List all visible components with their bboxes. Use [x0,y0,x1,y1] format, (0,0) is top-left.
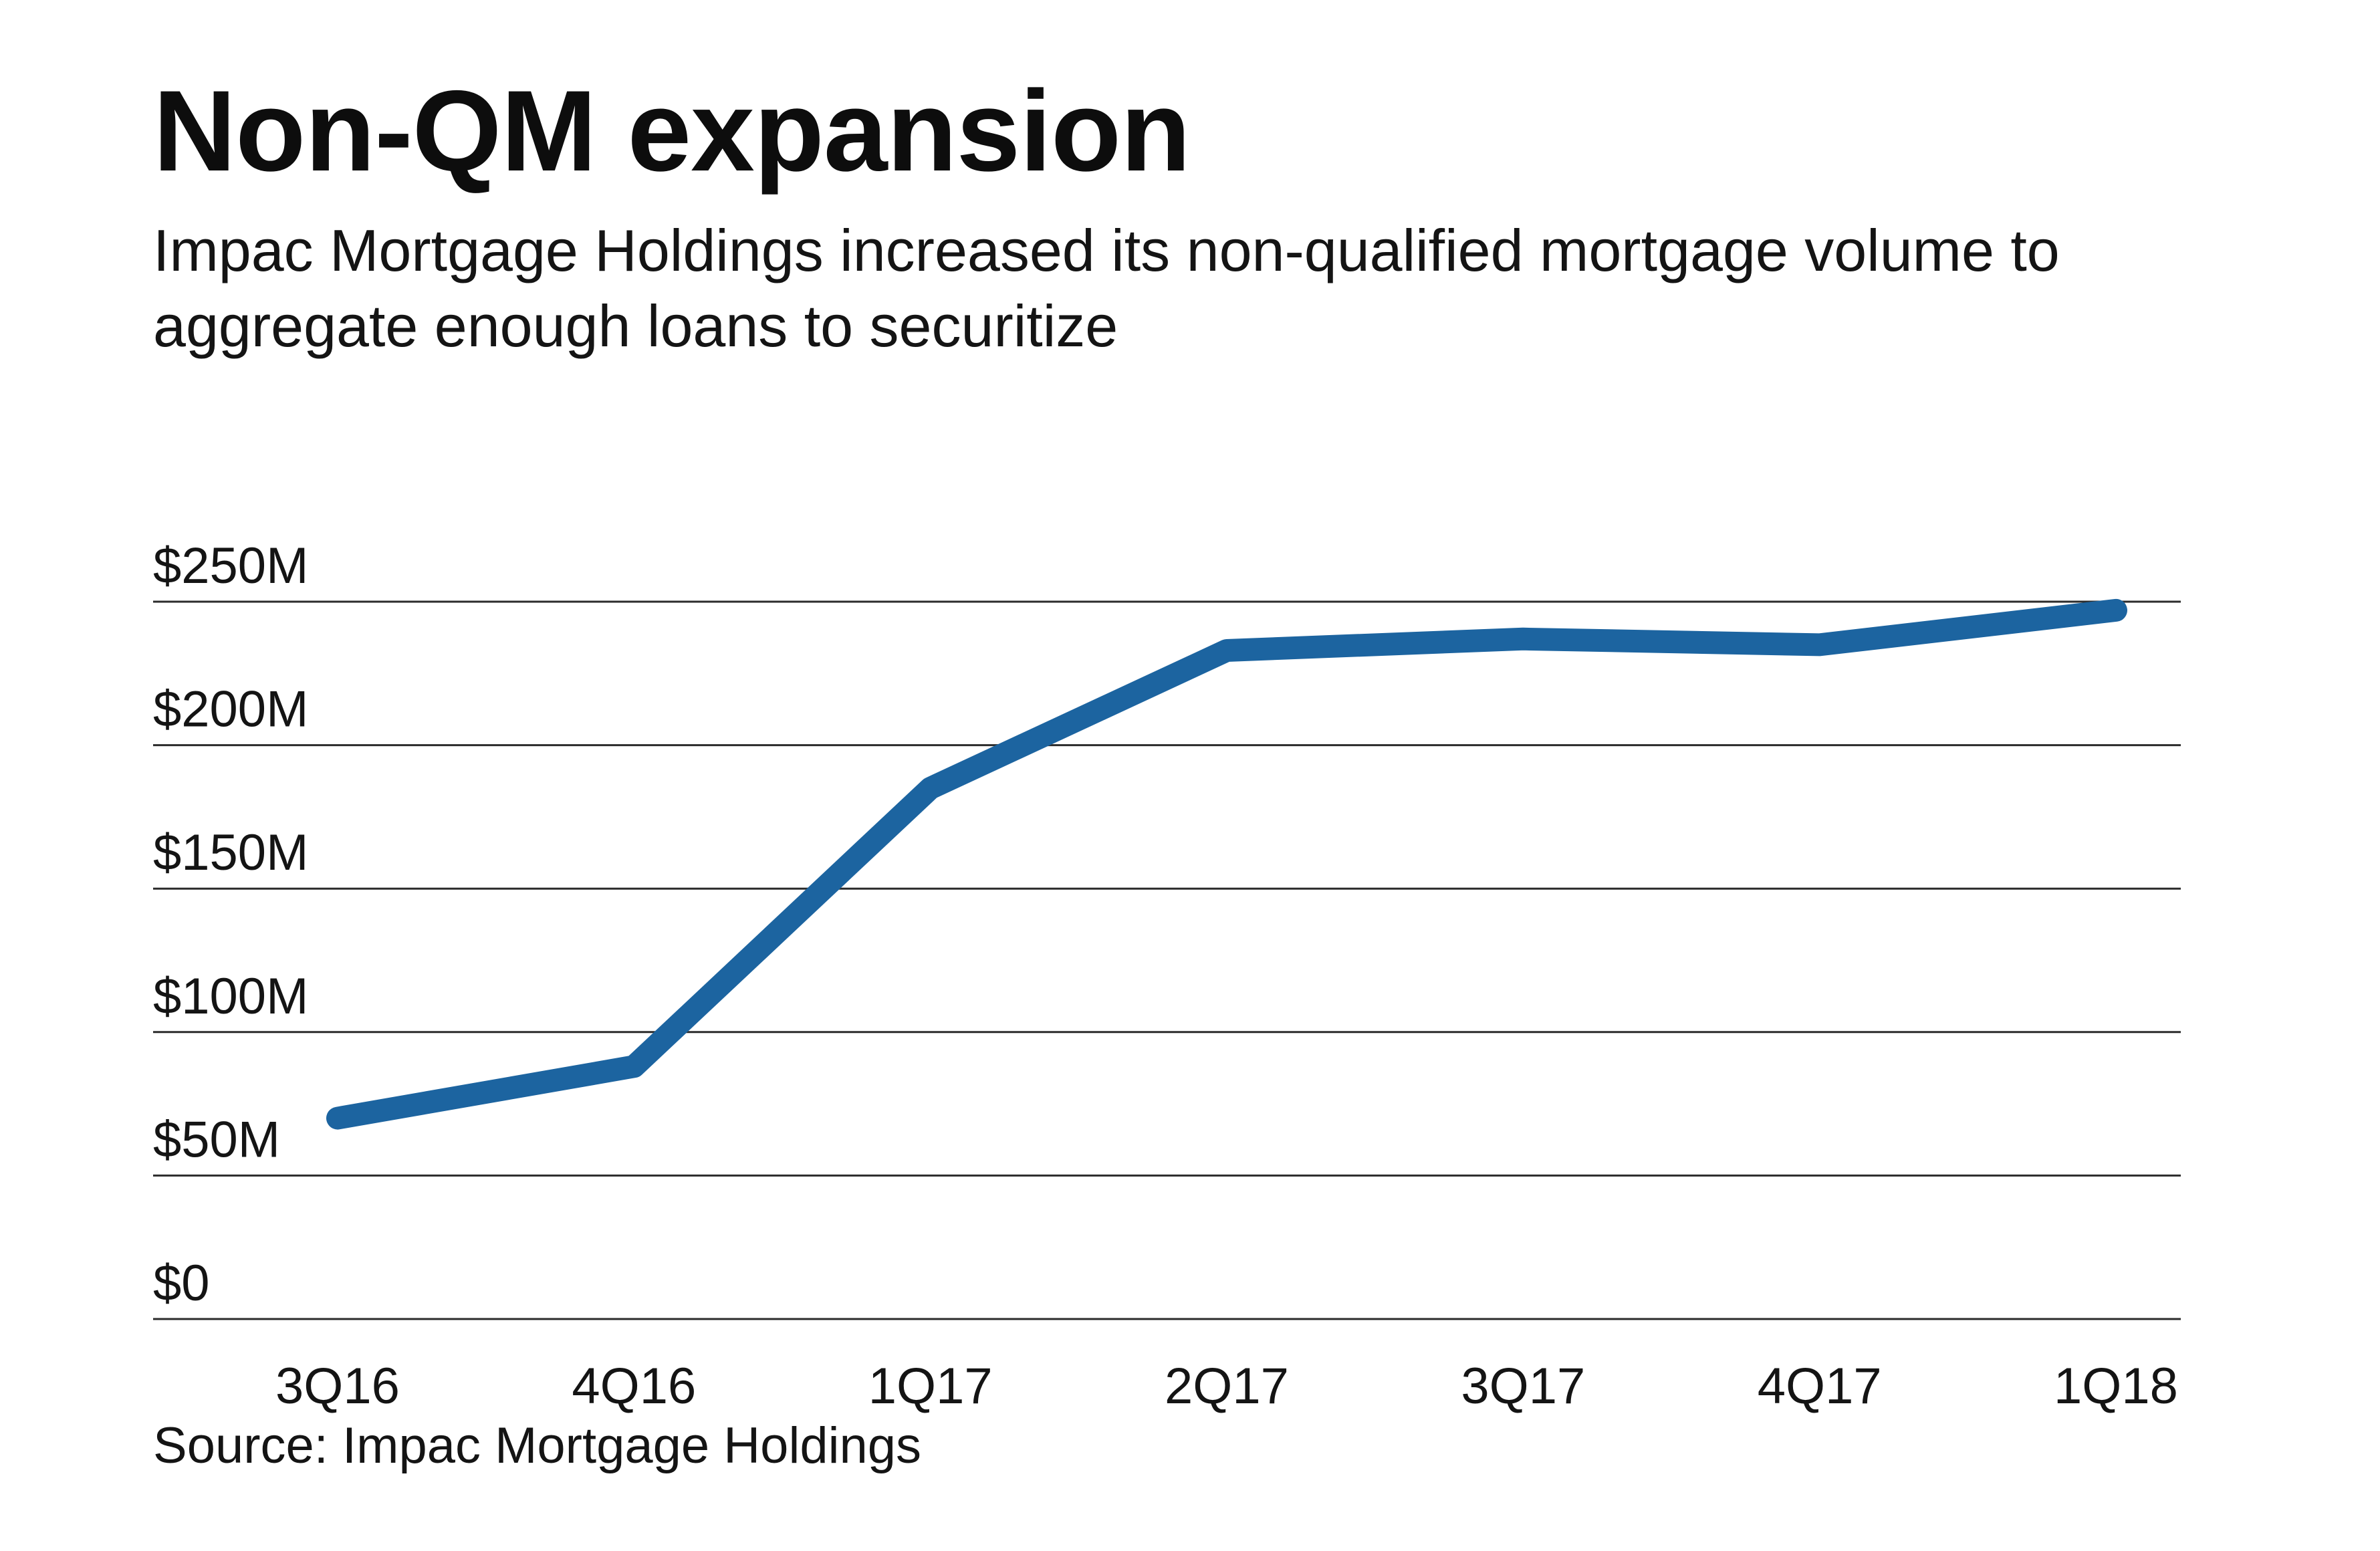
x-tick-label: 3Q16 [275,1358,400,1415]
x-tick-label: 2Q17 [1165,1358,1289,1415]
y-tick-label: $250M [153,538,308,594]
y-axis-labels: $0 $50M $100M $150M $200M $250M [153,538,308,1312]
chart-title: Non-QM expansion [153,67,1191,195]
y-tick-label: $0 [153,1255,210,1312]
x-axis-labels: 3Q16 4Q16 1Q17 2Q17 3Q17 4Q17 1Q18 [275,1358,2178,1415]
y-tick-label: $150M [153,824,308,881]
chart-subtitle: Impac Mortgage Holdings increased its no… [153,217,2060,359]
series-group [326,598,2127,1130]
x-tick-label: 4Q16 [572,1358,696,1415]
y-tick-label: $50M [153,1111,280,1168]
y-tick-label: $200M [153,681,308,738]
gridlines [153,600,2181,1320]
series-line [326,598,2127,1130]
x-tick-label: 1Q18 [2054,1358,2178,1415]
x-tick-label: 4Q17 [1758,1358,1882,1415]
x-tick-label: 1Q17 [868,1358,993,1415]
x-tick-label: 3Q17 [1461,1358,1585,1415]
y-tick-label: $100M [153,968,308,1025]
source-note: Source: Impac Mortgage Holdings [153,1417,922,1474]
